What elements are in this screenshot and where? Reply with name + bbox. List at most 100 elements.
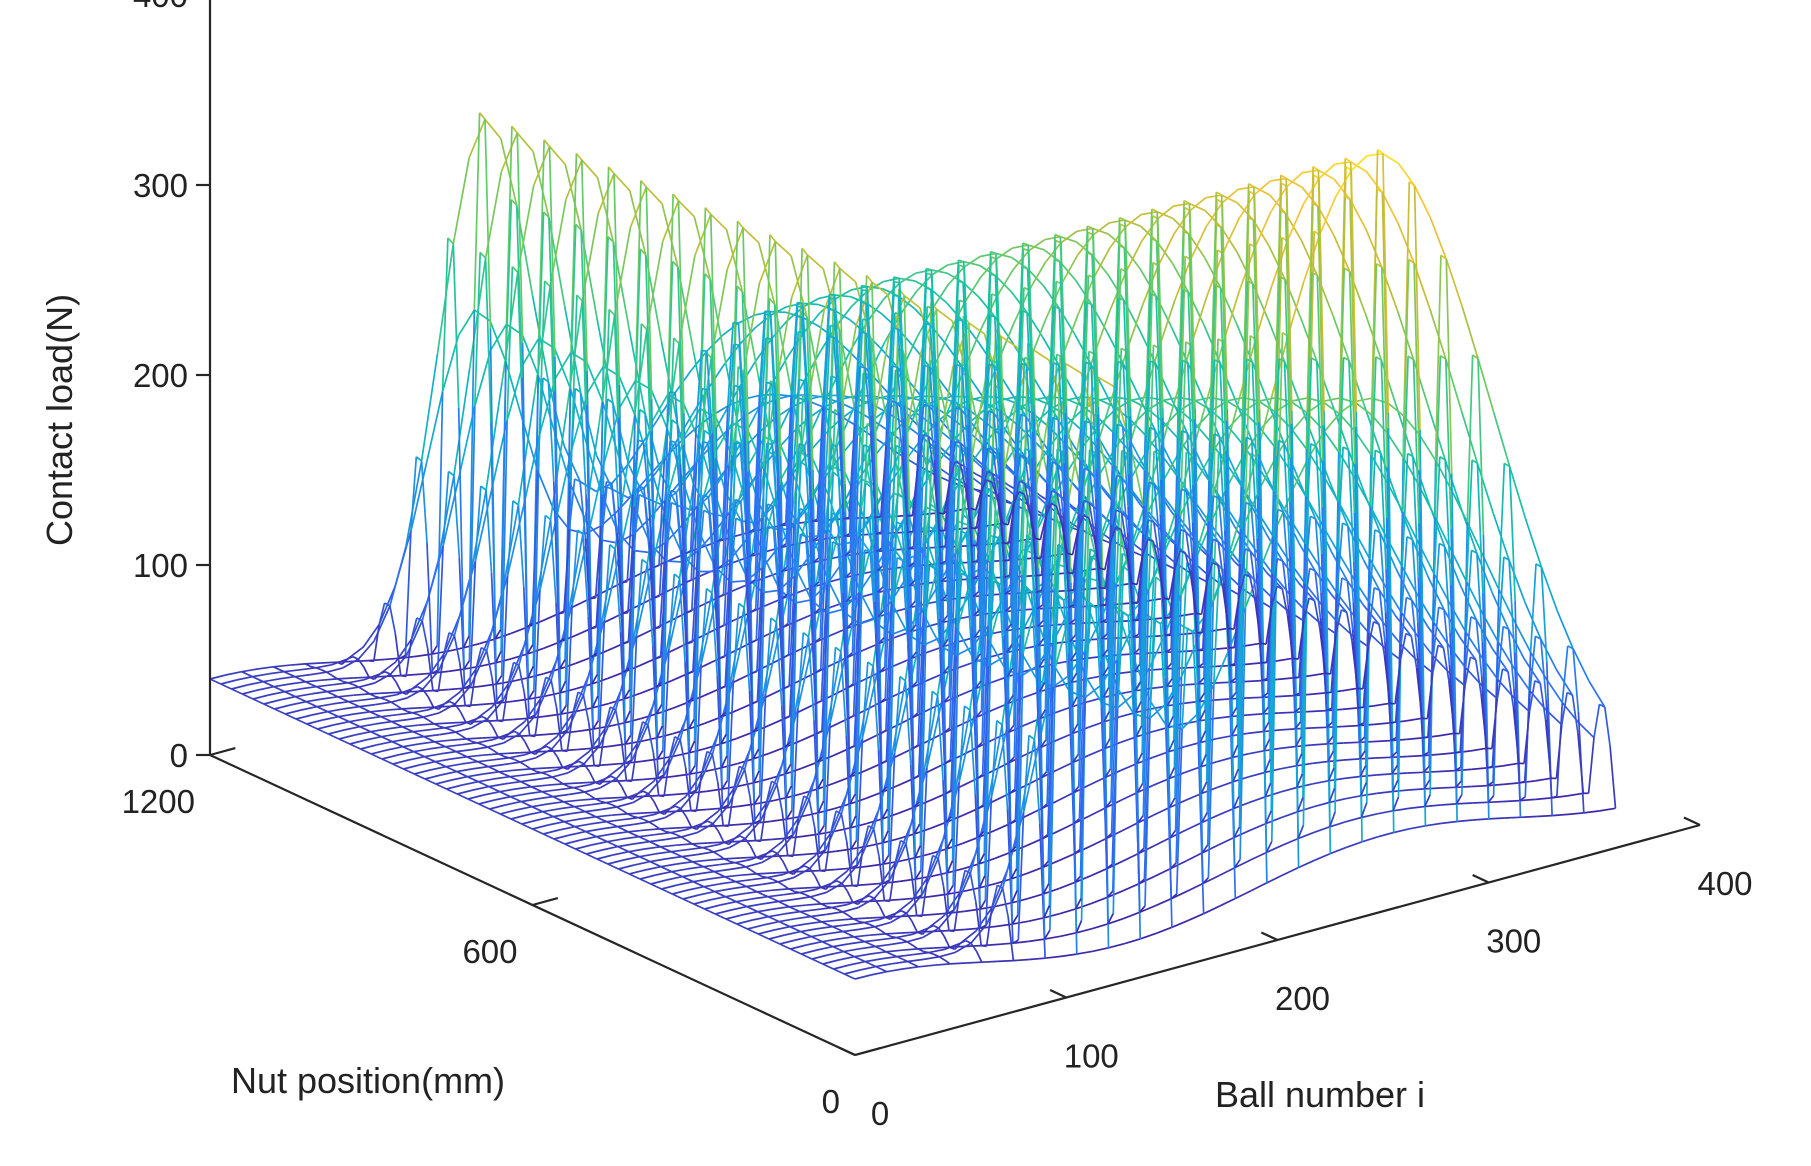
mesh-segment bbox=[514, 778, 521, 783]
mesh-segment bbox=[1106, 863, 1113, 870]
mesh-segment bbox=[315, 666, 322, 671]
mesh-segment bbox=[474, 486, 482, 561]
mesh-segment bbox=[840, 651, 848, 736]
mesh-segment bbox=[476, 715, 483, 720]
mesh-segment bbox=[1233, 858, 1241, 869]
mesh-segment bbox=[1173, 210, 1191, 235]
mesh-segment bbox=[1186, 852, 1203, 862]
mesh-segment bbox=[997, 959, 1014, 963]
mesh-segment bbox=[686, 641, 693, 645]
mesh-segment bbox=[561, 749, 568, 753]
mesh-segment bbox=[444, 726, 451, 731]
mesh-segment bbox=[921, 927, 929, 935]
mesh-segment bbox=[322, 715, 339, 721]
mesh-segment bbox=[1189, 225, 1208, 260]
mesh-segment bbox=[472, 785, 490, 791]
mesh-segment bbox=[411, 685, 418, 690]
mesh-segment bbox=[1266, 844, 1283, 854]
mesh-segment bbox=[389, 605, 397, 634]
mesh-segment bbox=[978, 875, 986, 889]
mesh-segment bbox=[842, 592, 850, 719]
mesh-segment bbox=[717, 830, 725, 843]
mesh-segment bbox=[872, 828, 880, 858]
mesh-segment bbox=[768, 746, 786, 755]
mesh-segment bbox=[899, 856, 916, 863]
mesh-segment bbox=[440, 763, 447, 768]
mesh-segment bbox=[850, 407, 858, 597]
mesh-segment bbox=[662, 649, 670, 776]
mesh-segment bbox=[938, 927, 945, 937]
mesh-segment bbox=[1246, 696, 1263, 699]
mesh-segment bbox=[755, 856, 762, 861]
mesh-segment bbox=[689, 789, 697, 794]
mesh-segment bbox=[354, 730, 371, 736]
mesh-segment bbox=[1318, 163, 1336, 180]
mesh-segment bbox=[1170, 859, 1187, 870]
mesh-segment bbox=[926, 697, 944, 768]
mesh-segment bbox=[684, 767, 692, 811]
mesh-segment bbox=[1030, 592, 1038, 687]
mesh-segment bbox=[602, 860, 609, 865]
mesh-segment bbox=[300, 705, 318, 711]
mesh-segment bbox=[1181, 649, 1198, 653]
mesh-segment bbox=[777, 881, 784, 886]
mesh-segment bbox=[532, 146, 551, 186]
mesh-segment bbox=[833, 964, 850, 970]
mesh-segment bbox=[333, 720, 350, 726]
mesh-segment bbox=[316, 685, 323, 690]
mesh-segment bbox=[331, 658, 348, 666]
mesh-segment bbox=[611, 813, 628, 817]
mesh-segment bbox=[580, 229, 588, 405]
mesh-segment bbox=[516, 132, 524, 343]
mesh-segment bbox=[506, 364, 524, 421]
mesh-segment bbox=[1408, 788, 1425, 791]
mesh-segment bbox=[948, 929, 955, 933]
mesh-segment bbox=[568, 785, 574, 789]
mesh-segment bbox=[347, 681, 354, 686]
mesh-segment bbox=[483, 805, 490, 810]
mesh-segment bbox=[294, 675, 301, 680]
mesh-segment bbox=[848, 771, 856, 778]
mesh-segment bbox=[1296, 782, 1313, 789]
mesh-segment bbox=[407, 716, 424, 721]
mesh-segment bbox=[913, 801, 920, 808]
mesh-segment bbox=[637, 790, 644, 795]
mesh-segment bbox=[453, 635, 461, 664]
mesh-segment bbox=[608, 721, 625, 728]
mesh-segment bbox=[574, 803, 591, 808]
mesh-segment bbox=[770, 306, 787, 316]
mesh-segment bbox=[591, 855, 598, 860]
mesh-segment bbox=[453, 475, 461, 558]
mesh-segment bbox=[373, 605, 391, 642]
mesh-segment bbox=[568, 803, 575, 808]
mesh-segment bbox=[526, 622, 533, 628]
mesh-segment bbox=[405, 639, 413, 677]
mesh-segment bbox=[713, 870, 720, 875]
mesh-segment bbox=[220, 683, 227, 688]
mesh-segment bbox=[412, 730, 419, 735]
mesh-segment bbox=[647, 793, 655, 802]
mesh-segment bbox=[1361, 812, 1378, 819]
mesh-segment bbox=[954, 531, 962, 619]
mesh-segment bbox=[1360, 774, 1377, 778]
mesh-segment bbox=[424, 774, 442, 780]
mesh-segment bbox=[799, 507, 806, 512]
mesh-segment bbox=[529, 751, 536, 756]
mesh-segment bbox=[633, 549, 650, 554]
mesh-segment bbox=[1445, 258, 1464, 307]
mesh-segment bbox=[772, 898, 779, 903]
mesh-segment bbox=[470, 650, 488, 687]
mesh-segment bbox=[1056, 761, 1074, 771]
mesh-segment bbox=[943, 695, 950, 704]
mesh-segment bbox=[622, 848, 630, 853]
mesh-segment bbox=[1001, 888, 1009, 917]
mesh-segment bbox=[818, 406, 826, 582]
mesh-segment bbox=[698, 905, 705, 910]
mesh-segment bbox=[354, 710, 371, 715]
mesh-segment bbox=[802, 297, 820, 308]
mesh-segment bbox=[725, 918, 732, 923]
mesh-segment bbox=[703, 865, 710, 870]
mesh-segment bbox=[714, 888, 731, 893]
mesh-segment bbox=[1374, 739, 1391, 743]
mesh-segment bbox=[723, 559, 731, 657]
